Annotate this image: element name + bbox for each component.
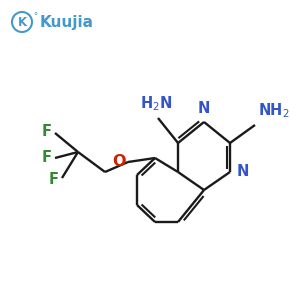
Text: °: ° xyxy=(33,12,37,21)
Text: N: N xyxy=(198,101,210,116)
Text: O: O xyxy=(112,154,126,169)
Text: NH$_2$: NH$_2$ xyxy=(258,101,290,120)
Text: N: N xyxy=(237,164,249,179)
Text: F: F xyxy=(42,124,52,140)
Text: K: K xyxy=(17,16,27,28)
Text: H$_2$N: H$_2$N xyxy=(140,94,172,113)
Text: F: F xyxy=(49,172,59,187)
Text: Kuujia: Kuujia xyxy=(40,14,94,29)
Text: F: F xyxy=(42,151,52,166)
